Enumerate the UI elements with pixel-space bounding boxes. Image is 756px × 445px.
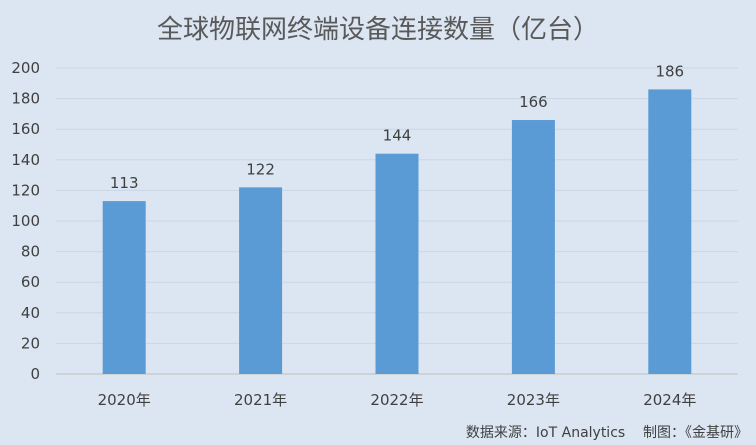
data-label: 113: [110, 174, 139, 192]
y-tick-label: 180: [11, 90, 40, 108]
x-tick-label: 2020年: [98, 391, 151, 409]
bar: [511, 120, 555, 375]
x-tick-label: 2021年: [234, 391, 287, 409]
data-label: 144: [383, 127, 412, 145]
y-tick-label: 60: [21, 273, 40, 291]
x-tick-label: 2023年: [507, 391, 560, 409]
y-tick-label: 40: [21, 304, 40, 322]
y-tick-label: 80: [21, 243, 40, 261]
x-axis: 2020年 2021年 2022年 2023年 2024年: [98, 391, 697, 409]
y-tick-label: 200: [11, 59, 40, 77]
y-tick-label: 20: [21, 334, 40, 352]
bar: [375, 153, 419, 374]
source-note: 数据来源：IoT Analytics 制图：《金基研》: [466, 424, 748, 441]
data-label: 166: [519, 93, 548, 111]
x-tick-label: 2022年: [370, 391, 423, 409]
bar: [239, 187, 283, 374]
data-label: 122: [246, 160, 275, 178]
y-tick-label: 160: [11, 120, 40, 138]
chart-title: 全球物联网终端设备连接数量（亿台）: [157, 15, 599, 45]
x-tick-label: 2024年: [643, 391, 696, 409]
bar: [102, 201, 146, 374]
y-tick-label: 0: [30, 365, 40, 383]
y-axis: 0 20 40 60 80 100 120 140 160 180 200: [11, 59, 40, 383]
y-tick-label: 140: [11, 151, 40, 169]
bars: 113 122 144 166 186: [102, 62, 692, 375]
y-tick-label: 120: [11, 181, 40, 199]
bar: [648, 89, 692, 375]
data-label: 186: [655, 62, 684, 80]
y-tick-label: 100: [11, 212, 40, 230]
